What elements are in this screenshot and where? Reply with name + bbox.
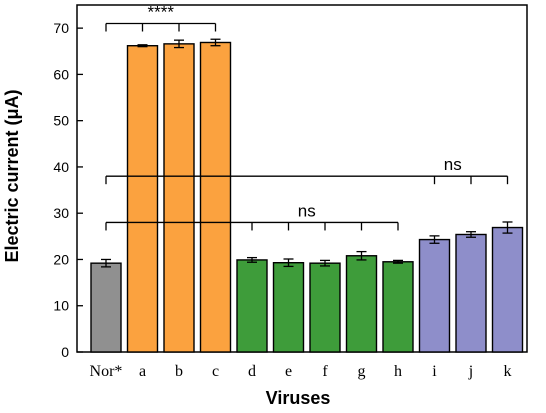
x-tick-label: b xyxy=(175,363,183,380)
x-tick-label: d xyxy=(248,363,256,380)
bars xyxy=(90,38,524,353)
x-tick-label: c xyxy=(212,363,219,380)
y-tick-label: 20 xyxy=(53,251,69,267)
x-tick-label: a xyxy=(139,363,146,380)
bar xyxy=(163,43,195,353)
x-tick-label: i xyxy=(432,363,437,380)
significance-label: ns xyxy=(298,201,316,220)
x-tick-label: e xyxy=(285,363,292,380)
x-tick-label: h xyxy=(394,363,402,380)
x-tick-label: Nor* xyxy=(90,363,123,380)
bar xyxy=(199,41,232,353)
bar xyxy=(126,45,159,353)
x-tick-label: j xyxy=(468,363,473,380)
y-tick-label: 70 xyxy=(53,20,69,36)
significance-label: **** xyxy=(148,3,175,22)
bar xyxy=(90,262,122,353)
bar xyxy=(418,238,451,353)
y-tick-label: 40 xyxy=(53,159,69,175)
bar xyxy=(272,262,305,353)
x-tick-label: g xyxy=(358,363,366,380)
bar xyxy=(309,262,341,353)
y-tick-label: 0 xyxy=(61,344,69,360)
y-axis-title: Electric current (μA) xyxy=(2,89,22,262)
x-axis-title: Viruses xyxy=(266,388,331,408)
bar xyxy=(345,255,378,353)
x-tick-label: k xyxy=(504,363,512,380)
significance-annotations: **** ns ns xyxy=(105,3,509,231)
significance-label: ns xyxy=(444,155,462,174)
bar xyxy=(236,259,268,353)
bar xyxy=(382,261,414,353)
bar xyxy=(491,226,524,353)
y-tick-label: 10 xyxy=(53,298,69,314)
bar xyxy=(455,233,487,353)
y-tick-label: 30 xyxy=(53,205,69,221)
y-tick-label: 60 xyxy=(53,66,69,82)
y-tick-label: 50 xyxy=(53,113,69,129)
x-tick-label: f xyxy=(322,363,328,380)
